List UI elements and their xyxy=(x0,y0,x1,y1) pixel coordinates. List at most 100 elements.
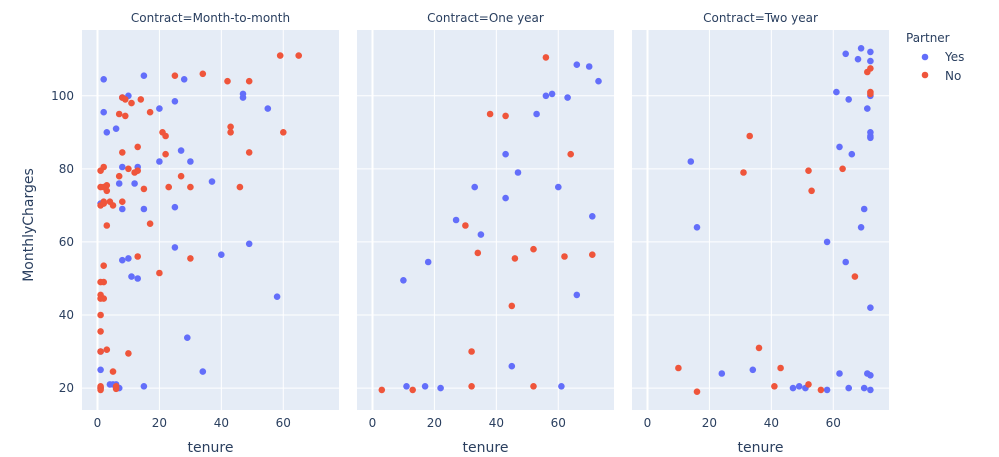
data-point[interactable] xyxy=(864,105,871,112)
data-point[interactable] xyxy=(755,344,763,352)
data-point[interactable] xyxy=(115,172,123,180)
data-point[interactable] xyxy=(140,383,148,390)
data-point[interactable] xyxy=(867,134,874,142)
data-point[interactable] xyxy=(805,381,812,388)
data-point[interactable] xyxy=(295,52,303,59)
data-point[interactable] xyxy=(239,94,247,101)
data-point[interactable] xyxy=(823,238,831,246)
data-point[interactable] xyxy=(842,50,849,58)
data-point[interactable] xyxy=(452,216,460,224)
data-point[interactable] xyxy=(805,167,812,174)
data-point[interactable] xyxy=(134,275,141,282)
data-point[interactable] xyxy=(857,45,865,52)
data-point[interactable] xyxy=(573,61,581,68)
data-point[interactable] xyxy=(867,372,874,379)
legend-item-yes[interactable]: Yes xyxy=(921,50,965,64)
data-point[interactable] xyxy=(273,293,281,301)
data-point[interactable] xyxy=(134,253,141,260)
data-point[interactable] xyxy=(548,90,556,98)
data-point[interactable] xyxy=(817,386,825,394)
data-point[interactable] xyxy=(789,384,797,392)
data-point[interactable] xyxy=(530,245,537,253)
data-point[interactable] xyxy=(97,328,104,335)
data-point[interactable] xyxy=(867,386,874,394)
data-point[interactable] xyxy=(177,172,185,180)
data-point[interactable] xyxy=(530,383,537,390)
data-point[interactable] xyxy=(119,163,126,171)
data-point[interactable] xyxy=(97,348,104,355)
data-point[interactable] xyxy=(165,183,172,191)
data-point[interactable] xyxy=(100,295,107,302)
data-point[interactable] xyxy=(860,384,868,392)
data-point[interactable] xyxy=(833,88,840,96)
data-point[interactable] xyxy=(746,132,753,140)
data-point[interactable] xyxy=(854,55,862,63)
data-point[interactable] xyxy=(125,255,132,262)
data-point[interactable] xyxy=(573,291,581,299)
data-point[interactable] xyxy=(845,96,852,103)
data-point[interactable] xyxy=(162,132,169,140)
data-point[interactable] xyxy=(125,165,132,173)
data-point[interactable] xyxy=(848,150,856,158)
data-point[interactable] xyxy=(156,158,163,165)
data-point[interactable] xyxy=(100,278,107,286)
data-point[interactable] xyxy=(103,129,111,136)
data-point[interactable] xyxy=(171,72,179,79)
data-point[interactable] xyxy=(236,183,244,191)
data-point[interactable] xyxy=(867,57,874,65)
data-point[interactable] xyxy=(740,169,747,176)
data-point[interactable] xyxy=(564,94,571,101)
data-point[interactable] xyxy=(224,77,231,85)
data-point[interactable] xyxy=(567,150,574,158)
data-point[interactable] xyxy=(146,220,154,227)
data-point[interactable] xyxy=(227,129,234,136)
data-point[interactable] xyxy=(264,105,272,112)
data-point[interactable] xyxy=(97,366,104,374)
data-point[interactable] xyxy=(227,123,234,131)
data-point[interactable] xyxy=(100,76,107,83)
legend-item-no[interactable]: No xyxy=(921,69,962,83)
data-point[interactable] xyxy=(477,231,485,238)
data-point[interactable] xyxy=(777,364,784,372)
data-point[interactable] xyxy=(137,96,145,103)
data-point[interactable] xyxy=(125,350,132,357)
data-point[interactable] xyxy=(836,370,843,377)
data-point[interactable] xyxy=(97,311,104,319)
data-point[interactable] xyxy=(100,163,107,171)
data-point[interactable] xyxy=(119,256,126,264)
data-point[interactable] xyxy=(187,158,194,165)
data-point[interactable] xyxy=(514,169,522,176)
data-point[interactable] xyxy=(867,48,874,56)
data-point[interactable] xyxy=(675,364,682,372)
data-point[interactable] xyxy=(857,224,865,231)
data-point[interactable] xyxy=(146,108,154,116)
data-point[interactable] xyxy=(693,388,701,396)
data-point[interactable] xyxy=(421,383,429,390)
data-point[interactable] xyxy=(119,205,126,213)
data-point[interactable] xyxy=(100,108,107,116)
data-point[interactable] xyxy=(508,362,516,370)
data-point[interactable] xyxy=(687,158,695,165)
data-point[interactable] xyxy=(771,383,778,390)
data-point[interactable] xyxy=(502,194,509,202)
data-point[interactable] xyxy=(823,386,831,394)
data-point[interactable] xyxy=(280,129,287,136)
data-point[interactable] xyxy=(177,147,185,154)
data-point[interactable] xyxy=(140,205,148,213)
data-point[interactable] xyxy=(851,273,859,280)
data-point[interactable] xyxy=(103,222,111,229)
data-point[interactable] xyxy=(245,149,253,156)
data-point[interactable] xyxy=(109,368,117,375)
data-point[interactable] xyxy=(533,110,540,118)
data-point[interactable] xyxy=(585,63,593,70)
data-point[interactable] xyxy=(131,180,138,187)
data-point[interactable] xyxy=(867,304,874,312)
data-point[interactable] xyxy=(119,149,126,156)
data-point[interactable] xyxy=(171,98,179,105)
data-point[interactable] xyxy=(134,167,141,174)
data-point[interactable] xyxy=(140,185,148,193)
data-point[interactable] xyxy=(867,90,874,98)
data-point[interactable] xyxy=(199,368,207,375)
data-point[interactable] xyxy=(109,202,117,209)
data-point[interactable] xyxy=(471,183,479,191)
